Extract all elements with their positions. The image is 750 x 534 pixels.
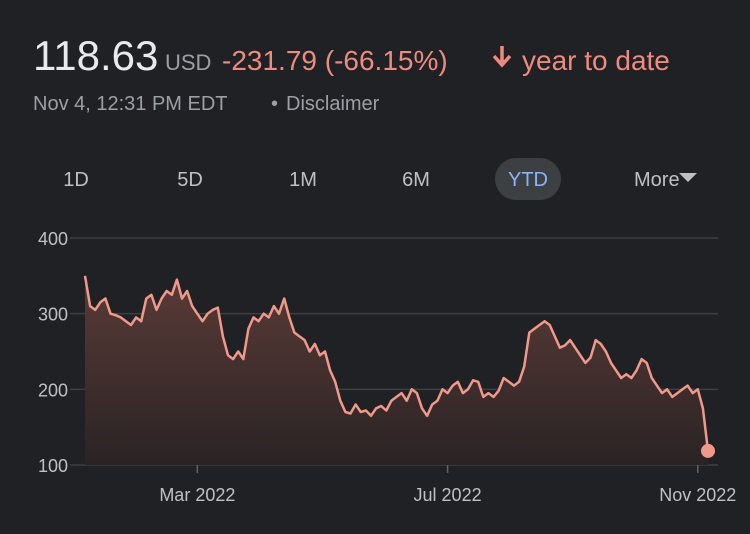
- tab[interactable]: 1D: [63, 169, 89, 191]
- x-tick-label: Jul 2022: [414, 485, 482, 505]
- tab-bar: 1D 5D 1M 6M YTD More: [63, 158, 697, 200]
- price-line: [83, 275, 710, 452]
- separator: •: [271, 93, 278, 115]
- tab-highlight: [495, 158, 561, 200]
- y-tick-label: 100: [38, 456, 68, 476]
- last-point: [701, 443, 715, 458]
- price: 118.63: [33, 32, 158, 79]
- tab[interactable]: 6M: [402, 169, 430, 191]
- disclaimer[interactable]: Disclaimer: [286, 93, 380, 115]
- change: -231.79 (-66.15%): [222, 45, 448, 76]
- down-arrow: [492, 46, 512, 68]
- currency: USD: [165, 50, 211, 75]
- dropdown-triangle: [679, 173, 697, 182]
- period: year to date: [522, 45, 670, 76]
- tab[interactable]: YTD: [508, 169, 548, 191]
- y-tick-label: 400: [38, 229, 68, 249]
- y-tick-label: 200: [38, 380, 68, 400]
- y-tick-label: 300: [38, 305, 68, 325]
- x-tick-label: Mar 2022: [159, 485, 235, 505]
- tab[interactable]: 5D: [177, 169, 203, 191]
- tab[interactable]: 1M: [289, 169, 317, 191]
- area: [85, 275, 708, 465]
- timestamp: Nov 4, 12:31 PM EDT: [33, 93, 228, 115]
- chart: 100 200 300 400 Mar 2022 Jul 2022 Nov 2022: [38, 229, 736, 505]
- tab[interactable]: More: [634, 169, 680, 191]
- x-tick-label: Nov 2022: [659, 485, 736, 505]
